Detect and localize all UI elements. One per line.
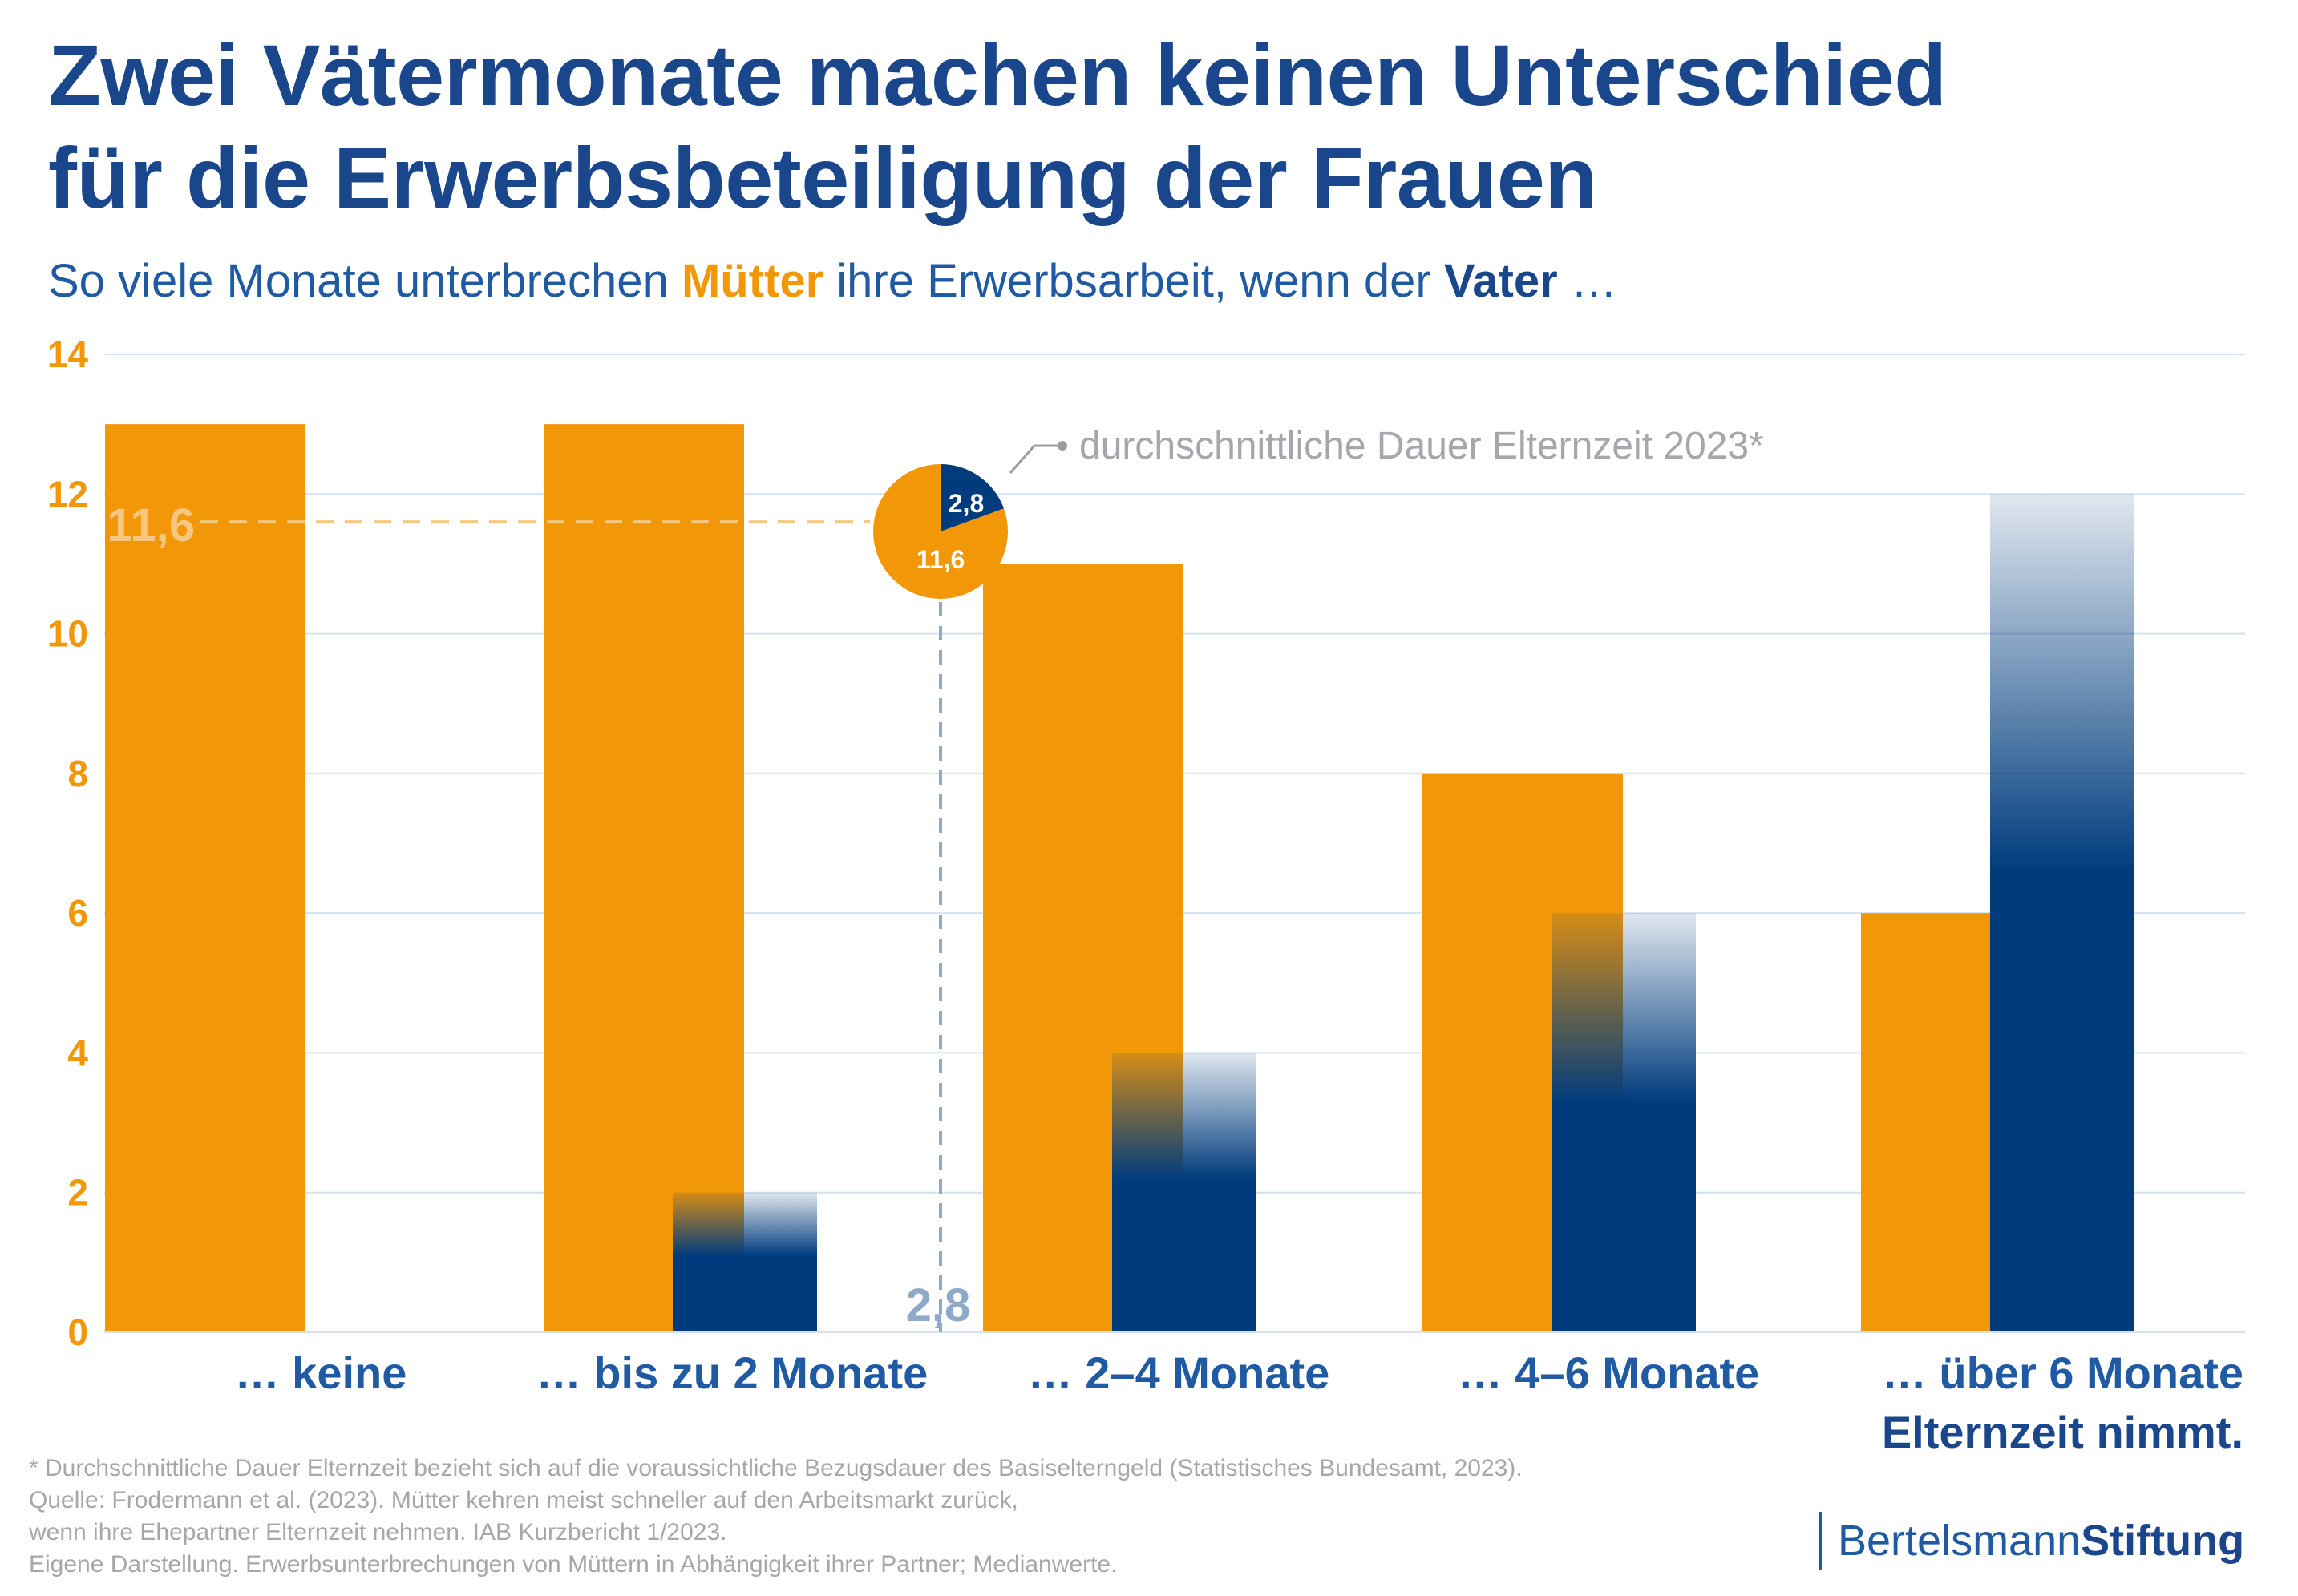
chart-title: Zwei Vätermonate machen keinen Unterschi…: [48, 24, 1947, 229]
footnote-line-4: Eigene Darstellung. Erwerbsunterbrechung…: [29, 1551, 1118, 1578]
bar-fathers: [673, 1192, 817, 1332]
chart-subtitle: So viele Monate unterbrechen Mütter ihre…: [48, 253, 1617, 310]
subtitle-fathers: Vater: [1443, 255, 1558, 307]
x-category-label: … über 6 Monate: [1882, 1348, 2243, 1398]
subtitle-mothers: Mütter: [681, 255, 824, 307]
x-category-label: … keine: [235, 1348, 407, 1398]
footnote-line-3: wenn ihre Ehepartner Elternzeit nehmen. …: [29, 1519, 727, 1545]
y-tick-label: 10: [47, 613, 88, 655]
subtitle-text-1: So viele Monate unterbrechen: [48, 255, 682, 307]
bar-mothers: [105, 424, 305, 1333]
annotation-leader-line: [1009, 444, 1062, 474]
subtitle-text-3: …: [1557, 255, 1617, 307]
footnote: * Durchschnittliche Dauer Elternzeit bez…: [29, 1453, 1523, 1581]
logo-text-1: Bertelsmann: [1838, 1517, 2082, 1565]
pie-slice-fathers: [941, 464, 1004, 531]
y-tick-label: 4: [67, 1032, 88, 1073]
annotation-dot: [1058, 441, 1067, 451]
footnote-line-1: * Durchschnittliche Dauer Elternzeit bez…: [29, 1455, 1523, 1481]
footnote-line-2: Quelle: Frodermann et al. (2023). Mütter…: [29, 1487, 1018, 1513]
annotation-text: durchschnittliche Dauer Elternzeit 2023*: [1079, 425, 1764, 467]
bertelsmann-stiftung-logo: BertelsmannStiftung: [1819, 1512, 2244, 1570]
logo-text-2: Stiftung: [2081, 1517, 2245, 1565]
chart-title-line-1: Zwei Vätermonate machen keinen Unterschi…: [48, 26, 1947, 123]
y-tick-label: 8: [67, 753, 88, 794]
pie-label-mothers: 11,6: [916, 545, 965, 574]
bar-fathers: [1552, 913, 1696, 1332]
bar-mothers: [544, 424, 744, 1333]
y-tick-label: 2: [67, 1172, 88, 1214]
x-category-label: … 2–4 Monate: [1028, 1348, 1330, 1398]
mothers-reference-label: 11,6: [107, 499, 195, 552]
chart-title-line-2: für die Erwerbsbeteiligung der Frauen: [48, 129, 1597, 226]
x-category-label: … bis zu 2 Monate: [536, 1348, 929, 1398]
x-category-label: … 4–6 Monate: [1458, 1348, 1760, 1398]
subtitle-text-2: ihre Erwerbsarbeit, wenn der: [823, 255, 1444, 307]
fathers-reference-label: 2,8: [906, 1279, 971, 1331]
y-tick-label: 6: [67, 892, 88, 934]
x-category-label-line-2: Elternzeit nimmt.: [1882, 1407, 2243, 1457]
y-tick-label: 0: [67, 1311, 88, 1353]
y-tick-label: 12: [47, 473, 88, 515]
y-tick-label: 14: [47, 333, 89, 375]
bar-fathers: [1990, 494, 2134, 1333]
pie-label-fathers: 2,8: [949, 489, 984, 518]
bar-fathers: [1112, 1053, 1256, 1332]
